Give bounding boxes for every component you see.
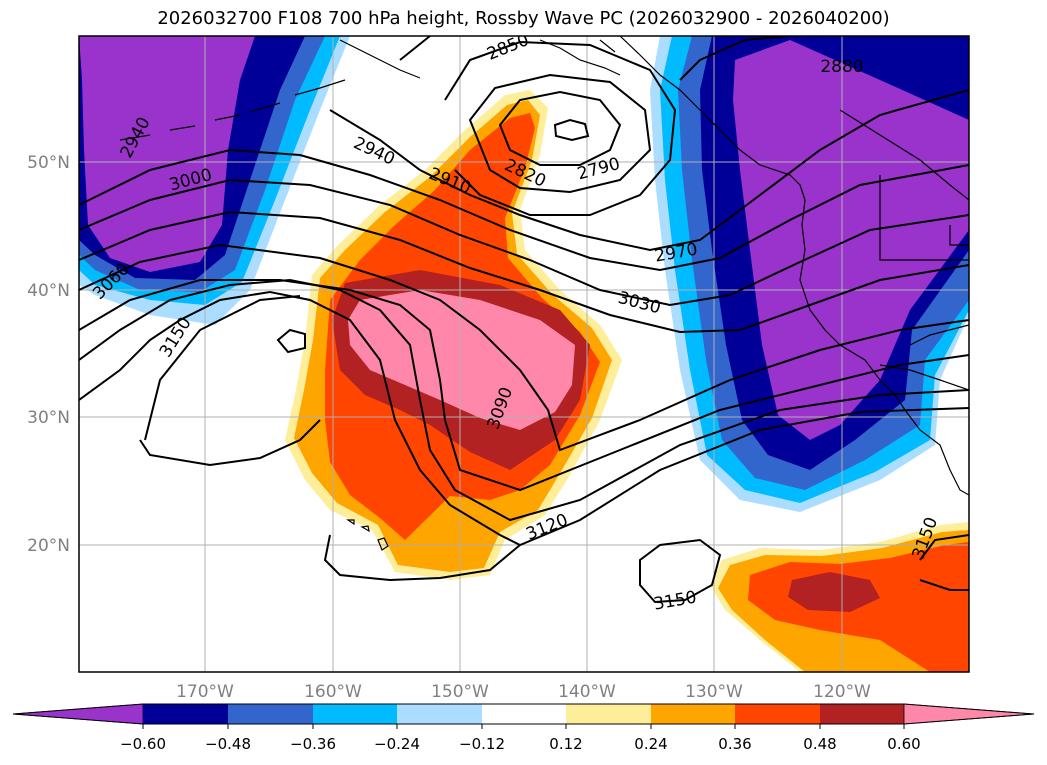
longitude-label: 130°W [685,682,743,702]
colorbar-bin [143,704,228,724]
latitude-label: 20°N [27,536,70,556]
latitude-label: 30°N [27,408,70,428]
colorbar-bin [482,704,566,724]
map-panel: 2850 2880 2940 2940 3000 3060 3150 2910 … [79,36,969,672]
colorbar-bin [313,704,397,724]
longitude-label: 140°W [558,682,616,702]
colorbar-extend-high [903,703,1035,725]
colorbar-bin [228,704,313,724]
contour-label: 2880 [820,57,863,77]
colorbar-tick-label: −0.48 [205,735,251,753]
height-contours [79,36,969,604]
colorbar-bin [566,704,651,724]
map-frame [78,35,970,673]
colorbar-tick-label: −0.12 [459,735,505,753]
colorbar-tick-label: 0.36 [718,735,751,753]
longitude-label: 170°W [176,682,234,702]
colorbar-bin [820,704,904,724]
colorbar-extend-low [12,703,144,725]
positive-anomaly-central [285,90,622,580]
colorbar-tick-label: −0.24 [374,735,420,753]
negative-anomaly-east [650,36,969,512]
colorbar: −0.60 −0.48 −0.36 −0.24 −0.12 0.12 0.24 … [12,703,1035,753]
map-title: 2026032700 F108 700 hPa height, Rossby W… [157,8,890,29]
longitude-label: 120°W [813,682,871,702]
positive-anomaly-southeast [710,522,969,672]
latitude-axis: 50°N 40°N 30°N 20°N [27,153,70,556]
colorbar-bin [735,704,820,724]
negative-anomaly-west [79,36,350,325]
colorbar-tick-label: 0.60 [887,735,920,753]
latitude-label: 50°N [27,153,70,173]
coastlines [119,36,969,551]
colorbar-tick-label: 0.12 [549,735,582,753]
colorbar-tick-label: 0.48 [803,735,836,753]
colorbar-tick-label: 0.24 [634,735,667,753]
longitude-label: 150°W [431,682,489,702]
colorbar-tick-label: −0.60 [120,735,166,753]
gridlines [79,36,969,672]
colorbar-bin [397,704,482,724]
longitude-label: 160°W [304,682,362,702]
colorbar-tick-label: −0.36 [290,735,336,753]
longitude-axis: 170°W 160°W 150°W 140°W 130°W 120°W [176,682,871,702]
latitude-label: 40°N [27,281,70,301]
colorbar-bin [651,704,735,724]
